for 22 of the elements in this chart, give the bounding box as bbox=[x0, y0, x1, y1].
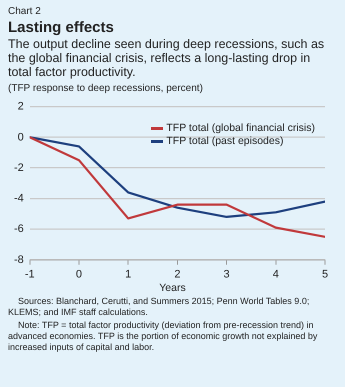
y-tick-label: 0 bbox=[18, 131, 24, 144]
x-tick-label: 3 bbox=[224, 268, 230, 280]
chart-title: Lasting effects bbox=[8, 19, 115, 36]
y-tick-label: -6 bbox=[14, 223, 24, 236]
x-tick-label: 1 bbox=[125, 268, 132, 280]
text: Note: TFP = total factor productivity (deviation from pre-recession trend) in advanced economies. TFP is the portion of economic growth not explained by increased inputs of capital and labor. bbox=[8, 320, 318, 353]
caption: Chart 2 bbox=[8, 6, 42, 17]
chart-subtitle: The output decline seen during deep recessions, such as the global financial crisis, reflects a long-lasting drop in total factor productivity. bbox=[8, 37, 326, 79]
x-tick-label: 4 bbox=[272, 268, 279, 280]
y-tick-label: -8 bbox=[14, 254, 24, 266]
x-tick-label: 0 bbox=[76, 268, 82, 280]
y-tick-label: -4 bbox=[14, 192, 24, 205]
x-tick-label: -1 bbox=[24, 268, 35, 280]
x-tick-label: 2 bbox=[174, 268, 180, 280]
source-note: Sources: Blanchard, Cerutti, and Summers 2015; Penn World Tables 9.0; KLEMS; and IMF staff calculations. bbox=[8, 296, 310, 318]
y-axis-title: (TFP response to deep recessions, percent) bbox=[8, 83, 204, 94]
y-tick-label: -2 bbox=[14, 162, 24, 174]
y-tick-label: 2 bbox=[18, 100, 24, 113]
x-axis-title: Years bbox=[158, 282, 187, 294]
legend-label: TFP total (global financial crisis) bbox=[166, 122, 315, 135]
x-tick-label: 5 bbox=[322, 268, 328, 280]
legend-label: TFP total (past episodes) bbox=[166, 135, 284, 148]
